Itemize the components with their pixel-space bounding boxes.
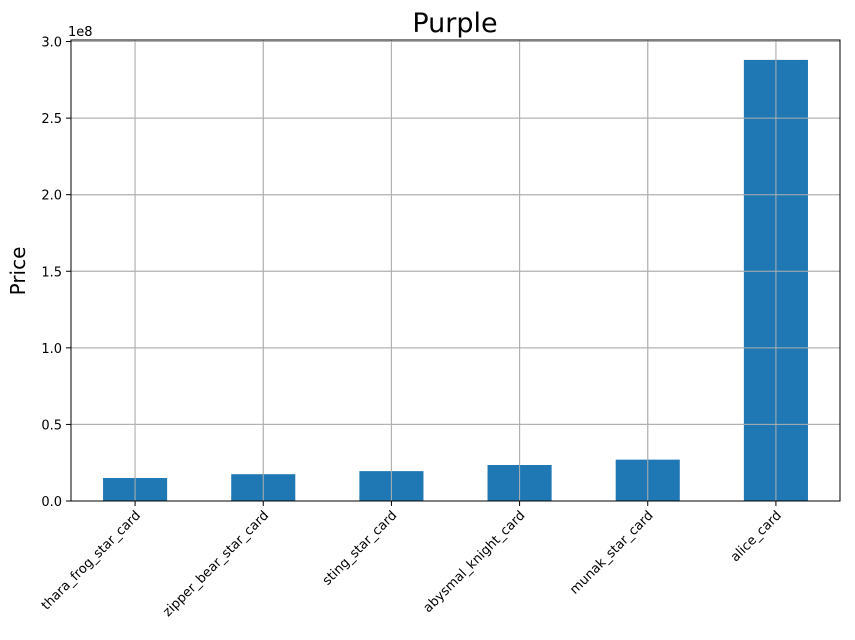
x-tick-label: alice_card [728,508,785,565]
ticks: 0.0 0.5 1.0 1.5 2.0 2.5 3.0 thara_frog_star_car… [39,36,785,620]
chart-title: Purple [412,8,497,39]
y-tick-label: 1.0 [41,342,62,357]
bars [71,40,840,502]
y-tick-label: 2.5 [41,112,62,127]
x-tick-label: sting_star_card [320,508,400,588]
plot-frame [70,39,841,502]
x-tick-label: munak_star_card [567,508,656,597]
grid [71,40,840,502]
y-tick-label: 3.0 [41,36,62,51]
x-tick-label: zipper_bear_star_card [160,508,272,620]
y-axis-offset-label: 1e8 [68,25,93,40]
y-tick-label: 0.5 [41,418,62,433]
y-tick-label: 1.5 [41,265,62,280]
y-tick-label: 0.0 [41,495,62,510]
x-tick-label: abysmal_knight_card [421,508,529,616]
y-axis-label: Price [6,247,30,296]
y-tick-label: 2.0 [41,189,62,204]
axes [70,39,841,502]
x-tick-label: thara_frog_star_card [39,508,144,613]
